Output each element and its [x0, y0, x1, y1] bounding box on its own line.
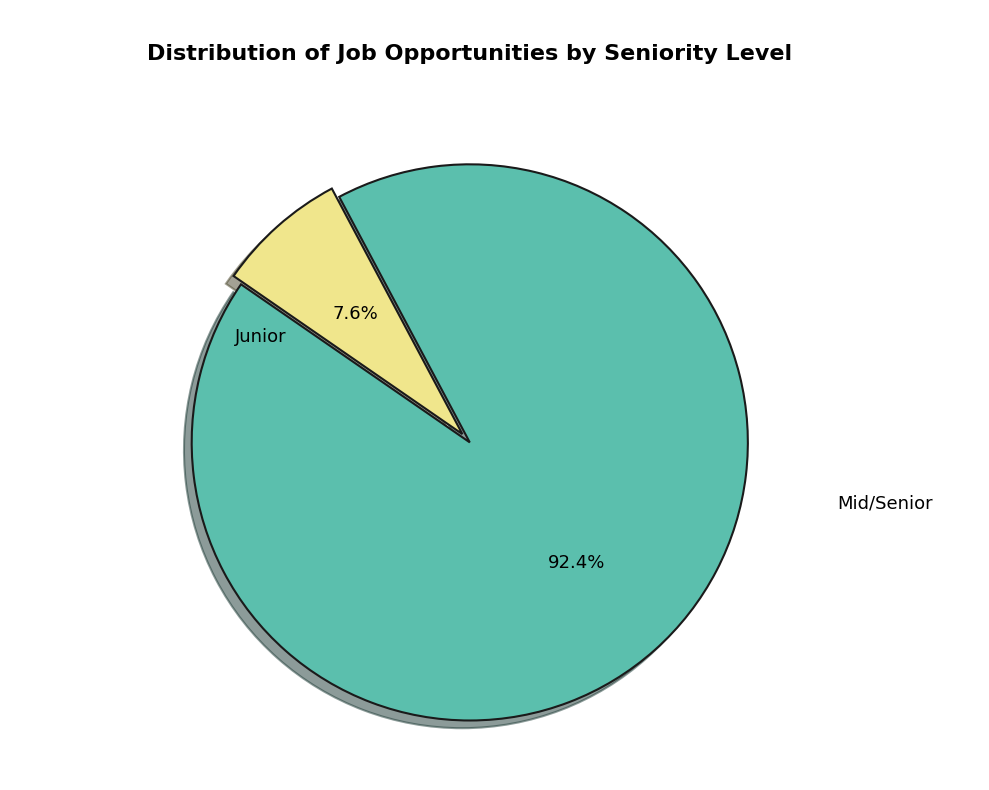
- Text: Junior: Junior: [235, 328, 287, 346]
- Wedge shape: [192, 164, 748, 720]
- Text: Mid/Senior: Mid/Senior: [837, 495, 933, 513]
- Wedge shape: [233, 189, 463, 434]
- Text: 92.4%: 92.4%: [548, 554, 605, 572]
- Title: Distribution of Job Opportunities by Seniority Level: Distribution of Job Opportunities by Sen…: [147, 44, 792, 64]
- Text: 7.6%: 7.6%: [332, 305, 378, 322]
